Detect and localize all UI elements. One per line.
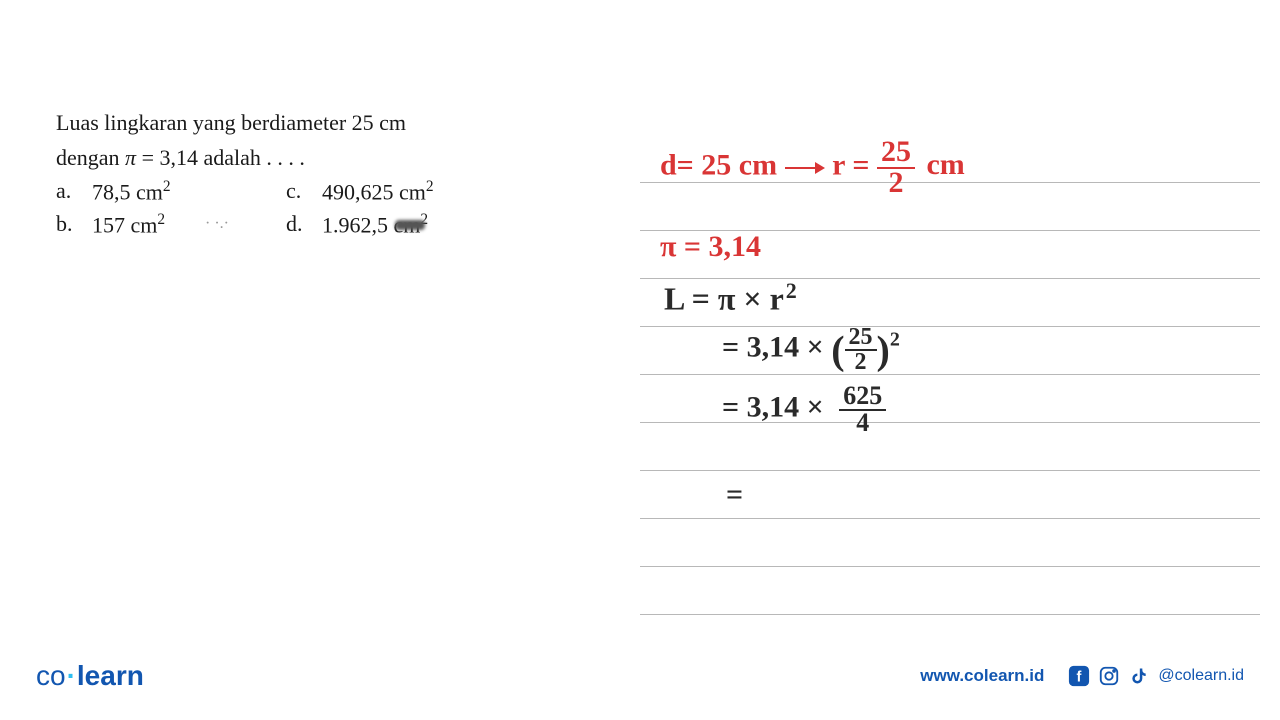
brand-logo: co·learn [36, 660, 144, 692]
footer-right: www.colearn.id f @colearn.id [920, 665, 1244, 687]
tiktok-icon [1128, 665, 1150, 687]
hw-line3: L = π × r2 [664, 278, 797, 318]
social-handle: @colearn.id [1158, 667, 1244, 685]
smudge-mark [395, 220, 425, 230]
logo-co: co [36, 660, 66, 691]
hw-unit: cm [926, 148, 964, 181]
question-block: Luas lingkaran yang berdiameter 25 cm de… [56, 108, 596, 238]
hw-frac-25-2: 25 2 [877, 138, 915, 197]
opt-label: b. [56, 211, 78, 238]
option-b: b. 157 cm2 [56, 211, 276, 238]
logo-learn: learn [77, 660, 144, 691]
opt-value: 78,5 cm2 [92, 178, 171, 205]
website-url: www.colearn.id [920, 666, 1044, 686]
q-eq: = 3,14 adalah . . . . [136, 145, 305, 170]
opt-label: d. [286, 211, 308, 238]
notebook-rule-line [640, 614, 1260, 615]
opt-label: c. [286, 178, 308, 205]
hw-line2: π = 3,14 [660, 230, 761, 264]
logo-dot: · [67, 660, 76, 691]
notebook-rule-line [640, 374, 1260, 375]
arrow-icon [785, 161, 825, 175]
social-icons: f @colearn.id [1068, 665, 1244, 687]
footer: co·learn www.colearn.id f @colearn.id [0, 660, 1280, 692]
notebook-rule-line [640, 518, 1260, 519]
opt-value: 490,625 cm2 [322, 178, 434, 205]
hw-line1: d= 25 cm r = 25 2 cm [660, 138, 965, 197]
hw-line4: = 3,14 × ( 25 2 )2 [722, 326, 900, 374]
facebook-icon: f [1068, 665, 1090, 687]
hw-d: d= 25 cm [660, 148, 777, 181]
option-c: c. 490,625 cm2 [286, 178, 536, 205]
notebook-rule-line [640, 566, 1260, 567]
options-grid: a. 78,5 cm2 c. 490,625 cm2 b. 157 cm2 d.… [56, 178, 596, 239]
instagram-icon [1098, 665, 1120, 687]
q-prefix: dengan [56, 145, 125, 170]
svg-text:f: f [1077, 670, 1082, 686]
hw-r: r = [832, 148, 869, 181]
speckle-dots: · ·.· [205, 215, 229, 233]
question-line1: Luas lingkaran yang berdiameter 25 cm [56, 108, 596, 139]
pi-symbol: π [125, 145, 136, 170]
option-a: a. 78,5 cm2 [56, 178, 276, 205]
hw-line6: = [726, 478, 743, 512]
hw-line5: = 3,14 × 625 4 [722, 384, 886, 435]
question-line2: dengan π = 3,14 adalah . . . . [56, 143, 596, 174]
notebook-area: d= 25 cm r = 25 2 cm π = 3,14 L = π × r2… [640, 130, 1260, 610]
opt-value: 157 cm2 [92, 211, 165, 238]
notebook-rule-line [640, 470, 1260, 471]
opt-label: a. [56, 178, 78, 205]
